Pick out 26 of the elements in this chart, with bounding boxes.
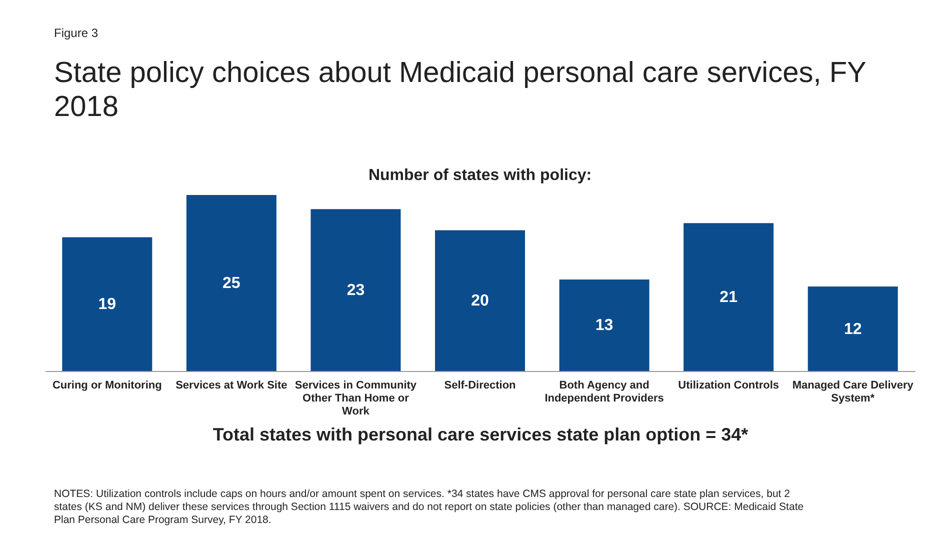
data-label: 12 [844,320,862,338]
data-label: 20 [471,292,489,310]
text: NOTES: Utilization controls include caps on hours and/or amount spent on services. *34 states have CMS approval for personal care state plan services, but 2 states (KS and NM) deliver these services through Section 1115 waivers and do not report on state policies (other than managed care). SOURCE: Medicaid State Plan Personal Care Program Survey, FY 2018. [54,488,805,527]
bar [310,209,401,371]
bar [435,230,525,371]
data-label: 23 [346,282,365,300]
bar [808,286,898,371]
x-tick-label: Curing or Monitoring [52,380,162,392]
x-tick-label: Services in Community Other Than Home or Work [294,380,418,418]
x-tick-label: Managed Care Delivery System* [792,380,914,404]
bar [186,195,276,371]
caption: Figure 3 [54,26,98,40]
data-label: 13 [595,317,614,334]
x-tick-label: Self-Direction [444,380,516,392]
bar [559,279,650,371]
chart-subtitle: Number of states with policy: [368,167,592,184]
x-tick-label: Utilization Controls [678,380,779,392]
chart-title: State policy choices about Medicaid personal care services, FY 2018 [54,56,867,124]
data-label: 21 [720,289,738,306]
data-label: 19 [98,296,116,314]
bar [684,223,774,371]
x-tick-label: Services at Work Site [176,380,288,392]
bar [62,237,152,371]
x-axis-title: Total states with personal care services state plan option = 34* [212,424,748,444]
data-label: 25 [222,275,240,292]
x-tick-label: Both Agency and Independent Providers [544,380,664,404]
